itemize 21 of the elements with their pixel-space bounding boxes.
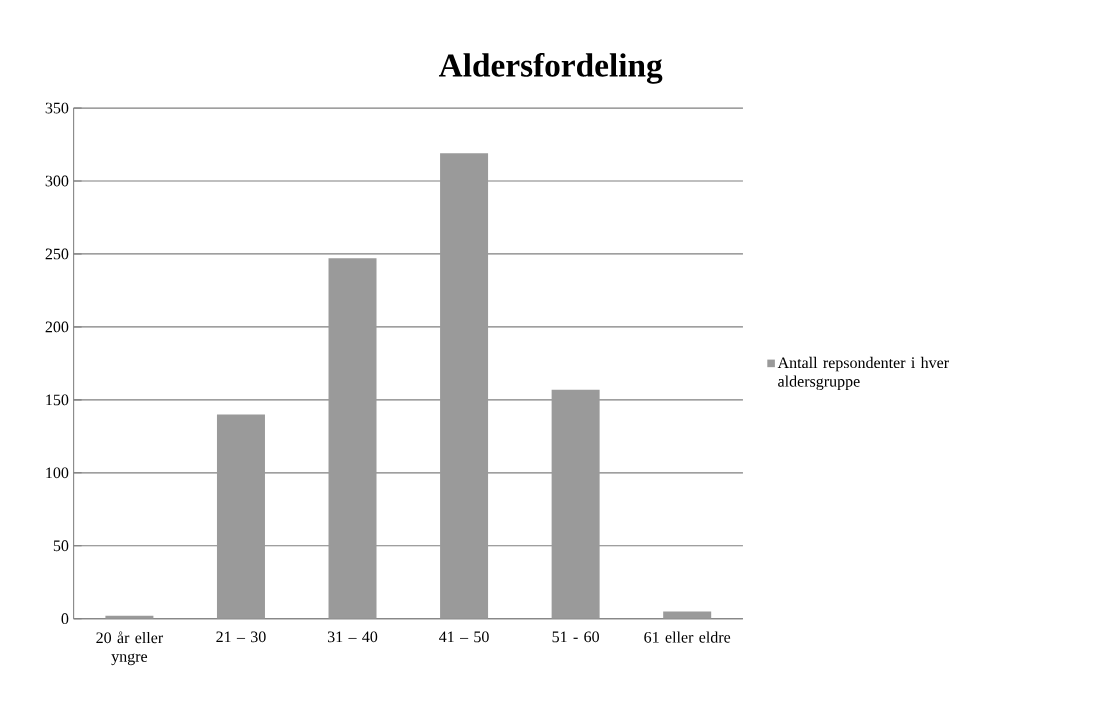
y-tick-label: 350	[45, 102, 69, 114]
bar	[663, 611, 712, 619]
chart-title: Aldersfordeling	[438, 52, 663, 84]
y-tick-label: 100	[46, 467, 69, 479]
y-tick-label: 300	[45, 175, 69, 187]
y-tick-label: 50	[53, 540, 69, 552]
x-tick-label: 20 år eller yngre	[96, 631, 164, 666]
y-tick-label: 150	[46, 394, 69, 406]
x-tick-label: 31 – 40	[327, 631, 378, 643]
bar	[440, 153, 489, 619]
x-tick-label: 41 – 50	[439, 631, 489, 643]
y-tick-label: 0	[61, 613, 69, 625]
bar	[216, 414, 265, 619]
x-tick-label: 51 - 60	[552, 631, 599, 643]
bar	[328, 258, 377, 619]
x-tick-label: 21 – 30	[216, 631, 266, 643]
legend-label: Antall repsondenter i hver aldersgruppe	[777, 356, 949, 391]
bar	[551, 389, 600, 619]
y-tick-label: 250	[45, 248, 69, 260]
y-tick-label: 200	[45, 321, 69, 333]
x-tick-label: 61 eller eldre	[644, 631, 731, 643]
